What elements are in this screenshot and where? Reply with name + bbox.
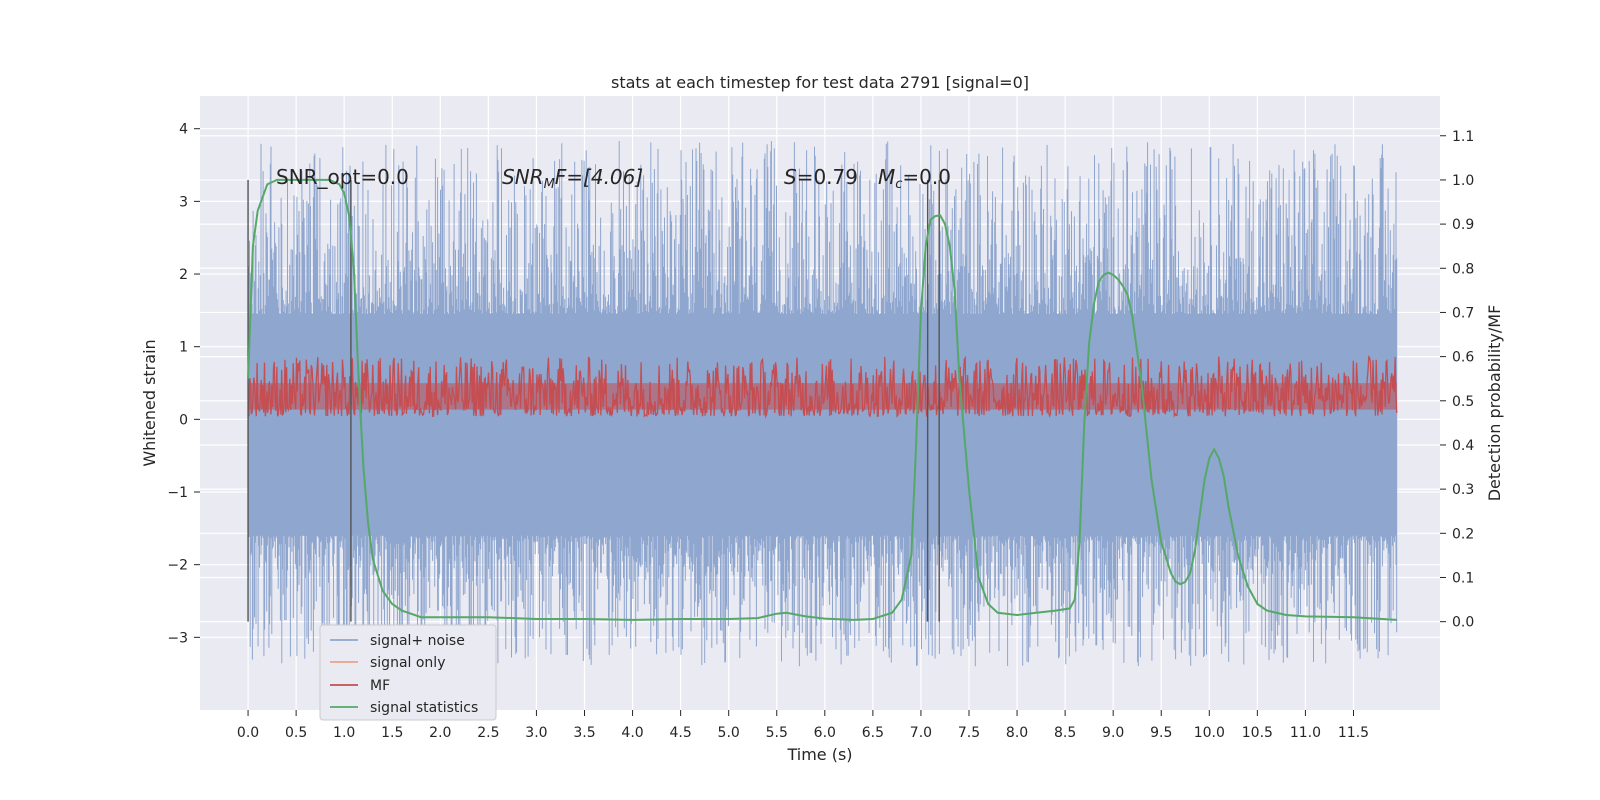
yl-tick-label-2: 2 xyxy=(179,267,188,283)
yr-tick-label-1: 1.0 xyxy=(1452,173,1474,189)
yr-tick-label-10: 0.1 xyxy=(1452,570,1474,586)
legend-box xyxy=(319,624,497,721)
yr-tick-label-2: 0.9 xyxy=(1452,217,1474,233)
series-mf xyxy=(247,354,1398,419)
annotation-mc-sub: c xyxy=(895,177,902,192)
x-tick-label-1: 0.5 xyxy=(285,725,307,741)
annotation-mc-main: M xyxy=(878,165,895,189)
x-tick-label-12: 6.0 xyxy=(814,725,836,741)
x-tick-label-13: 6.5 xyxy=(862,725,884,741)
yr-tick-label-9: 0.2 xyxy=(1452,526,1474,542)
x-tick-label-22: 11.0 xyxy=(1290,725,1321,741)
annotation-s-label: S xyxy=(784,165,797,189)
x-tick-label-14: 7.0 xyxy=(910,725,932,741)
x-tick-label-10: 5.0 xyxy=(718,725,740,741)
x-tick-label-18: 9.0 xyxy=(1102,725,1124,741)
x-tick-label-0: 0.0 xyxy=(237,725,259,741)
x-tick-label-23: 11.5 xyxy=(1338,725,1369,741)
x-tick-label-9: 4.5 xyxy=(669,725,691,741)
yl-tick-label-4: 0 xyxy=(179,412,188,428)
yr-tick-label-3: 0.8 xyxy=(1452,261,1474,277)
yl-tick-label-1: 3 xyxy=(179,194,188,210)
yl-tick-label-7: −3 xyxy=(167,630,188,646)
x-tick-label-17: 8.5 xyxy=(1054,725,1076,741)
yl-tick-label-3: 1 xyxy=(179,340,188,356)
x-tick-label-4: 2.0 xyxy=(429,725,451,741)
y-left-axis-ticks: 4 3 2 1 0 −1 −2 −3 xyxy=(167,122,200,646)
x-tick-label-16: 8.0 xyxy=(1006,725,1028,741)
vertical-markers xyxy=(247,179,940,622)
yl-tick-label-5: −1 xyxy=(167,485,188,501)
series-signal-noise xyxy=(247,141,1398,667)
yl-tick-label-6: −2 xyxy=(167,558,188,574)
x-tick-label-19: 9.5 xyxy=(1150,725,1172,741)
yr-tick-label-5: 0.6 xyxy=(1452,350,1474,366)
x-tick-label-7: 3.5 xyxy=(573,725,595,741)
y-right-axis-label: Detection probability/MF xyxy=(1485,305,1504,502)
legend-label-mf: MF xyxy=(370,678,390,694)
x-tick-label-8: 4.0 xyxy=(621,725,643,741)
yr-tick-label-11: 0.0 xyxy=(1452,615,1474,631)
x-tick-label-20: 10.0 xyxy=(1194,725,1225,741)
annotation-snr-mf: SNRMF=[4.06] xyxy=(502,165,643,192)
x-tick-label-5: 2.5 xyxy=(477,725,499,741)
annotation-snr-mf-sub: M xyxy=(544,177,555,192)
yr-tick-label-7: 0.4 xyxy=(1452,438,1474,454)
annotation-snr-mf-main: SNR xyxy=(502,165,544,189)
x-tick-label-11: 5.5 xyxy=(766,725,788,741)
legend: signal+ noise signal only MF signal stat… xyxy=(319,624,497,721)
yr-tick-label-0: 1.1 xyxy=(1452,129,1474,145)
yl-tick-label-0: 4 xyxy=(179,122,188,138)
x-tick-label-15: 7.5 xyxy=(958,725,980,741)
x-tick-label-2: 1.0 xyxy=(333,725,355,741)
annotation-snr-mf-rest: F=[4.06] xyxy=(555,165,643,189)
y-right-axis-ticks: 1.1 1.0 0.9 0.8 0.7 0.6 0.5 0.4 0.3 0.2 0.1 0.0 xyxy=(1440,129,1474,631)
mf-core-band xyxy=(248,383,1397,410)
chart-title: stats at each timestep for test data 279… xyxy=(611,73,1029,92)
annotation-s-value: =0.79 xyxy=(797,165,858,189)
annotation-mc: Mc=0.0 xyxy=(878,165,951,192)
x-tick-label-6: 3.0 xyxy=(525,725,547,741)
yr-tick-label-4: 0.7 xyxy=(1452,305,1474,321)
x-axis-label: Time (s) xyxy=(786,745,852,764)
legend-label-signal-statistics: signal statistics xyxy=(370,700,478,716)
y-left-axis-label: Whitened strain xyxy=(140,339,159,466)
legend-label-signal-only: signal only xyxy=(370,655,445,671)
series-signal-statistics-line xyxy=(247,178,1397,621)
x-axis-ticks: 0.0 0.5 1.0 1.5 2.0 2.5 3.0 3.5 4.0 4.5 5.0 5.5 6.0 6… xyxy=(237,710,1369,741)
yr-tick-label-8: 0.3 xyxy=(1452,482,1474,498)
annotation-s: S=0.79 xyxy=(784,165,858,189)
annotation-mc-value: =0.0 xyxy=(902,165,951,189)
yr-tick-label-6: 0.5 xyxy=(1452,394,1474,410)
x-tick-label-3: 1.5 xyxy=(381,725,403,741)
legend-label-signal-noise: signal+ noise xyxy=(370,633,465,649)
x-tick-label-21: 10.5 xyxy=(1242,725,1273,741)
annotation-snr-opt: SNR_opt=0.0 xyxy=(276,165,409,189)
